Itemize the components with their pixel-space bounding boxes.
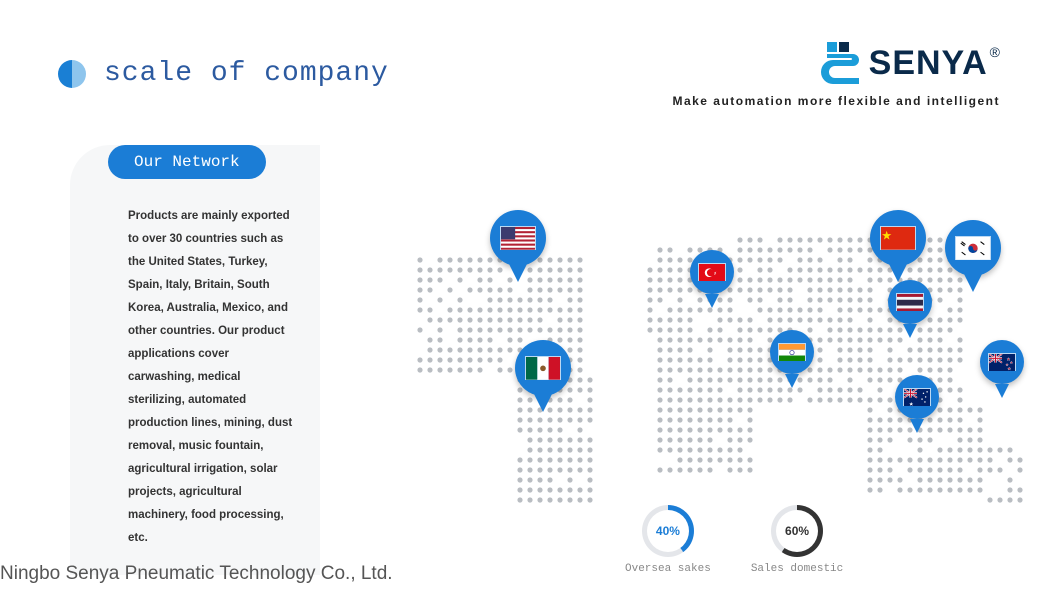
page-title-block: scale of company	[58, 58, 389, 89]
flag-india-icon	[778, 343, 806, 361]
pin-tail-icon	[903, 324, 917, 338]
flag-thailand-icon	[896, 293, 924, 311]
world-map	[400, 200, 1040, 520]
map-pin-south-korea	[945, 220, 1001, 292]
stat-oversea-pct: 40%	[647, 510, 689, 552]
stat-domestic: 60% Sales domestic	[751, 505, 843, 575]
flag-mexico-icon	[525, 356, 561, 380]
footer-company: Ningbo Senya Pneumatic Technology Co., L…	[0, 563, 393, 585]
brand-logo-icon	[821, 40, 861, 86]
pin-tail-icon	[995, 384, 1009, 398]
flag-china-icon	[880, 226, 916, 250]
flag-australia-icon	[903, 388, 931, 406]
pin-bubble-icon	[490, 210, 546, 266]
network-pill: Our Network	[108, 145, 266, 179]
brand-tagline: Make automation more flexible and intell…	[672, 94, 1000, 108]
ring-oversea-icon: 40%	[642, 505, 694, 557]
pin-tail-icon	[509, 264, 527, 282]
pin-tail-icon	[534, 394, 552, 412]
stat-domestic-pct: 60%	[776, 510, 818, 552]
flag-south-korea-icon	[955, 236, 991, 260]
stat-oversea-label: Oversea sakes	[625, 563, 711, 575]
map-pin-turkey	[690, 250, 734, 308]
pin-bubble-icon	[895, 375, 939, 419]
ring-domestic-icon: 60%	[771, 505, 823, 557]
pin-bubble-icon	[945, 220, 1001, 276]
pin-bubble-icon	[770, 330, 814, 374]
map-pin-new-zealand	[980, 340, 1024, 398]
pin-bubble-icon	[870, 210, 926, 266]
stat-domestic-label: Sales domestic	[751, 563, 843, 575]
brand-block: SENYA® Make automation more flexible and…	[672, 40, 1000, 108]
map-pin-india	[770, 330, 814, 388]
map-pin-thailand	[888, 280, 932, 338]
page-title: scale of company	[104, 58, 389, 89]
pin-tail-icon	[705, 294, 719, 308]
pin-bubble-icon	[888, 280, 932, 324]
pin-bubble-icon	[690, 250, 734, 294]
title-bullet-icon	[58, 60, 86, 88]
brand-registered-icon: ®	[990, 44, 1000, 60]
map-pin-usa	[490, 210, 546, 282]
flag-new-zealand-icon	[988, 353, 1016, 371]
map-pin-australia	[895, 375, 939, 433]
map-pin-mexico	[515, 340, 571, 412]
stat-oversea: 40% Oversea sakes	[625, 505, 711, 575]
flag-turkey-icon	[698, 263, 726, 281]
pin-tail-icon	[964, 274, 982, 292]
pin-bubble-icon	[980, 340, 1024, 384]
stats-block: 40% Oversea sakes 60% Sales domestic	[625, 505, 843, 575]
brand-name: SENYA®	[869, 44, 1000, 83]
network-description: Products are mainly exported to over 30 …	[128, 205, 298, 550]
brand-logo-row: SENYA®	[672, 40, 1000, 86]
pin-bubble-icon	[515, 340, 571, 396]
pin-tail-icon	[785, 374, 799, 388]
flag-usa-icon	[500, 226, 536, 250]
map-pin-china	[870, 210, 926, 282]
pin-tail-icon	[910, 419, 924, 433]
brand-name-text: SENYA	[869, 44, 988, 82]
